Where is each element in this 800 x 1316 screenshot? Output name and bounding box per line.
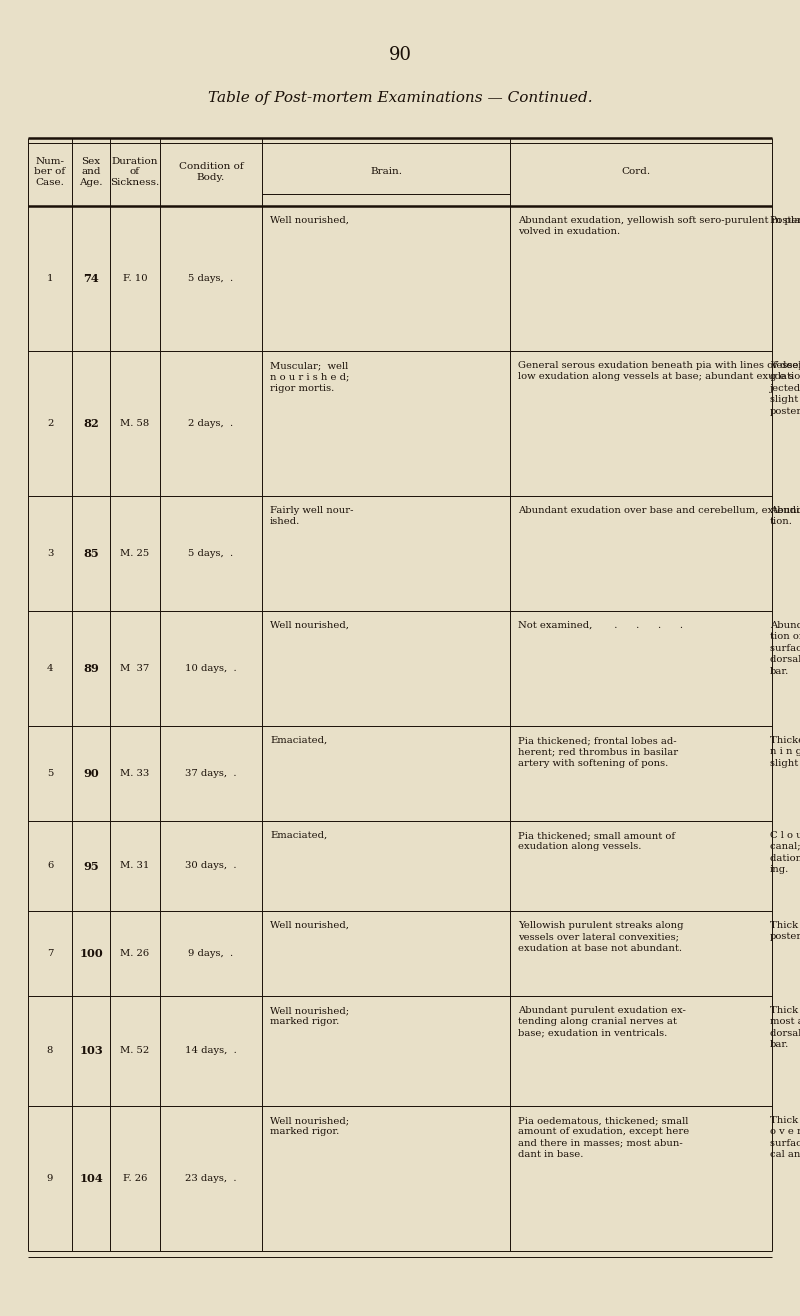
Text: 10 days,  .: 10 days, .	[185, 665, 237, 672]
Text: Well nourished;
marked rigor.: Well nourished; marked rigor.	[270, 1116, 349, 1137]
Text: 8: 8	[47, 1046, 53, 1055]
Text: 7: 7	[47, 949, 53, 958]
Text: 89: 89	[83, 663, 99, 674]
Text: Emaciated,: Emaciated,	[270, 736, 327, 745]
Text: F. 10: F. 10	[122, 274, 147, 283]
Text: Abundant exudation over base and cerebellum, extending over cortex; exudation al: Abundant exudation over base and cerebel…	[518, 505, 800, 515]
Text: 30 days,  .: 30 days, .	[186, 862, 237, 870]
Text: Muscular;  well
n o u r i s h e d;
rigor mortis.: Muscular; well n o u r i s h e d; rigor …	[270, 361, 350, 393]
Text: M. 33: M. 33	[120, 769, 150, 778]
Text: Pia thickened; frontal lobes ad-
herent; red thrombus in basilar
artery with sof: Pia thickened; frontal lobes ad- herent;…	[518, 736, 678, 769]
Text: 85: 85	[83, 547, 99, 559]
Text: Thick  exudation,
most abundant in
dorsal and lum-
bar.: Thick exudation, most abundant in dorsal…	[770, 1005, 800, 1049]
Text: M  37: M 37	[120, 665, 150, 672]
Text: Well nourished,: Well nourished,	[270, 921, 349, 930]
Text: 103: 103	[79, 1045, 103, 1057]
Text: 90: 90	[83, 769, 99, 779]
Text: Well nourished,: Well nourished,	[270, 216, 349, 225]
Text: Yellowish purulent streaks along
vessels over lateral convexities;
exudation at : Yellowish purulent streaks along vessels…	[518, 921, 683, 953]
Text: M. 52: M. 52	[120, 1046, 150, 1055]
Text: Posterior surface of cord hidden by the a b u n d a n t, thick, yellowish exudat: Posterior surface of cord hidden by the …	[770, 216, 800, 225]
Text: 5: 5	[47, 769, 53, 778]
Text: 37 days,  .: 37 days, .	[186, 769, 237, 778]
Text: Fairly well nour-
ished.: Fairly well nour- ished.	[270, 505, 354, 526]
Text: Condition of
Body.: Condition of Body.	[178, 162, 243, 182]
Text: M. 31: M. 31	[120, 862, 150, 870]
Text: 3: 3	[47, 549, 53, 558]
Text: 1: 1	[46, 274, 54, 283]
Text: 90: 90	[389, 46, 411, 64]
Text: 14 days,  .: 14 days, .	[185, 1046, 237, 1055]
Text: 2: 2	[47, 418, 53, 428]
Text: Sex
and
Age.: Sex and Age.	[79, 157, 102, 187]
Text: Thickening of me-
n i n g e s,  with
slight exudation.: Thickening of me- n i n g e s, with slig…	[770, 736, 800, 769]
Text: Not examined,       .      .      .      .: Not examined, . . . .	[518, 621, 683, 630]
Text: M. 26: M. 26	[121, 949, 150, 958]
Text: 23 days,  .: 23 days, .	[186, 1174, 237, 1183]
Text: Duration
of
Sickness.: Duration of Sickness.	[110, 157, 160, 187]
Text: 100: 100	[79, 948, 103, 959]
Text: C l o u d y  fluid in
canal; slight exu-
dation,  thicken-
ing.: C l o u d y fluid in canal; slight exu- …	[770, 830, 800, 874]
Text: 82: 82	[83, 418, 99, 429]
Text: Well nourished;
marked rigor.: Well nourished; marked rigor.	[270, 1005, 349, 1026]
Text: 2 days,  .: 2 days, .	[189, 418, 234, 428]
Text: 74: 74	[83, 272, 99, 284]
Text: 95: 95	[83, 861, 99, 871]
Text: Abundant exudation, yellowish soft sero-purulent in places; serous over lateral : Abundant exudation, yellowish soft sero-…	[518, 216, 800, 237]
Text: Table of Post-mortem Examinations — Continued.: Table of Post-mortem Examinations — Cont…	[208, 91, 592, 105]
Text: 104: 104	[79, 1173, 103, 1184]
Text: General serous exudation beneath pia with lines of deep, thick yel-
low exudatio: General serous exudation beneath pia wit…	[518, 361, 800, 382]
Text: Abundant purulent exudation ex-
tending along cranial nerves at
base; exudation : Abundant purulent exudation ex- tending …	[518, 1005, 686, 1038]
Text: 6: 6	[47, 862, 53, 870]
Text: Brain.: Brain.	[370, 167, 402, 176]
Text: Abundant exuda-
tion on posterior
surface of lower
dorsal and lum-
bar.: Abundant exuda- tion on posterior surfac…	[770, 621, 800, 676]
Text: 4: 4	[46, 665, 54, 672]
Text: Emaciated,: Emaciated,	[270, 830, 327, 840]
Text: Vessels of menin-
g e s  deeply in-
jected, with only
slight  exudation
posterio: Vessels of menin- g e s deeply in- jecte…	[770, 361, 800, 416]
Text: M. 58: M. 58	[120, 418, 150, 428]
Text: 5 days,  .: 5 days, .	[189, 274, 234, 283]
Text: Abundant exuda-
tion.: Abundant exuda- tion.	[770, 505, 800, 526]
Text: Thick  exudation
posteriorly.: Thick exudation posteriorly.	[770, 921, 800, 941]
Text: Pia thickened; small amount of
exudation along vessels.: Pia thickened; small amount of exudation…	[518, 830, 675, 851]
Text: 9: 9	[47, 1174, 53, 1183]
Text: Thick  exudation
o v e r  p o s t e r i o r
surface of cervi-
cal and dorsal.: Thick exudation o v e r p o s t e r i o …	[770, 1116, 800, 1159]
Text: Pia oedematous, thickened; small
amount of exudation, except here
and there in m: Pia oedematous, thickened; small amount …	[518, 1116, 690, 1159]
Text: 9 days,  .: 9 days, .	[189, 949, 234, 958]
Text: 5 days,  .: 5 days, .	[189, 549, 234, 558]
Text: Num-
ber of
Case.: Num- ber of Case.	[34, 157, 66, 187]
Text: M. 25: M. 25	[120, 549, 150, 558]
Text: F. 26: F. 26	[123, 1174, 147, 1183]
Text: Cord.: Cord.	[622, 167, 650, 176]
Text: Well nourished,: Well nourished,	[270, 621, 349, 630]
